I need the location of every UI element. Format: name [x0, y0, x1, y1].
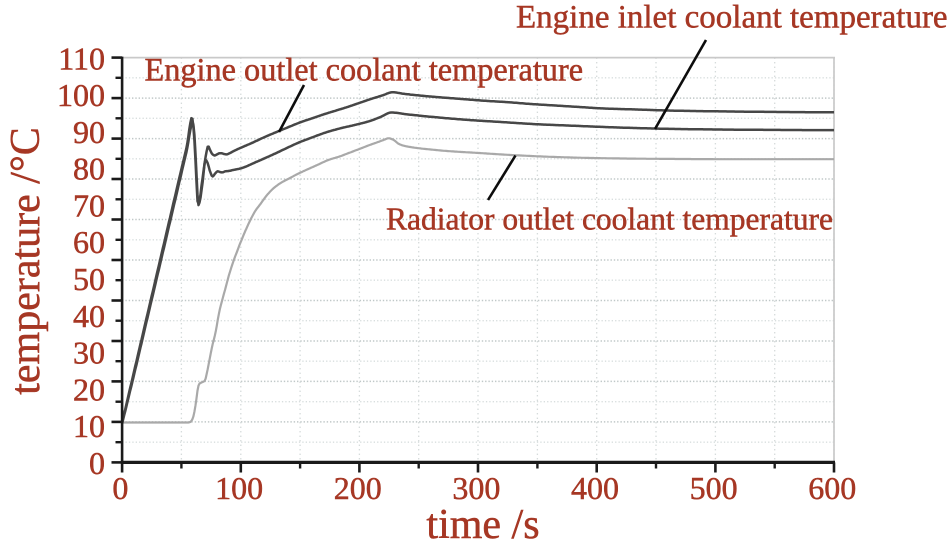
svg-text:30: 30: [73, 335, 105, 371]
svg-text:40: 40: [73, 298, 105, 334]
svg-text:90: 90: [73, 114, 105, 150]
svg-text:Radiator outlet coolant temper: Radiator outlet coolant temperature: [386, 202, 833, 237]
svg-text:70: 70: [73, 187, 105, 223]
svg-text:0: 0: [89, 445, 105, 481]
svg-text:600: 600: [808, 470, 856, 506]
svg-text:60: 60: [73, 224, 105, 260]
svg-text:300: 300: [452, 470, 500, 506]
svg-text:50: 50: [73, 261, 105, 297]
svg-text:500: 500: [690, 470, 738, 506]
svg-text:20: 20: [73, 371, 105, 407]
svg-text:0: 0: [112, 470, 128, 506]
svg-text:10: 10: [73, 408, 105, 444]
svg-text:temperature /°C: temperature /°C: [3, 127, 49, 395]
svg-text:80: 80: [73, 151, 105, 187]
svg-text:100: 100: [57, 77, 105, 113]
svg-text:200: 200: [334, 470, 382, 506]
svg-text:400: 400: [571, 470, 619, 506]
svg-text:110: 110: [58, 40, 105, 76]
svg-text:Engine inlet coolant temperatu: Engine inlet coolant temperature: [516, 0, 948, 36]
svg-text:100: 100: [215, 470, 263, 506]
svg-text:time /s: time /s: [426, 502, 539, 541]
svg-text:Engine outlet coolant temperat: Engine outlet coolant temperature: [145, 52, 584, 88]
